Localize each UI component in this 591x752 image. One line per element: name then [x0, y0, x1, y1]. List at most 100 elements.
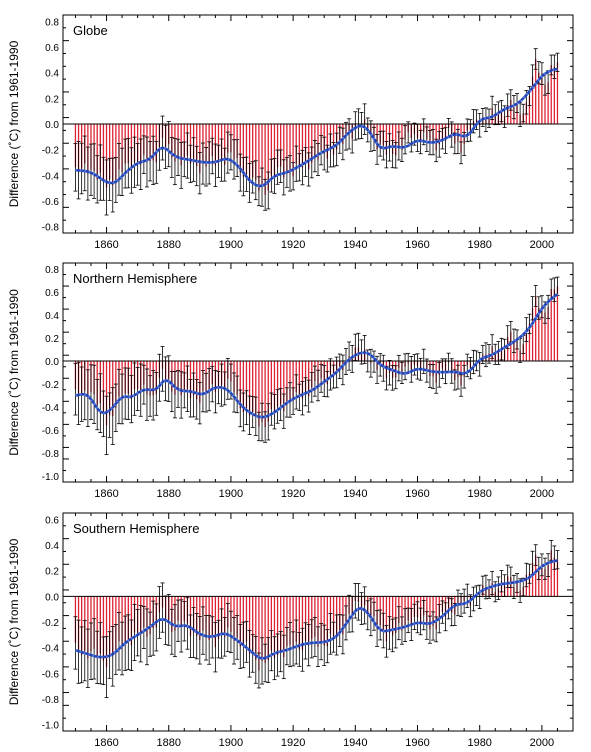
x-tick-label: 1960: [405, 737, 429, 749]
y-tick-label: -0.2: [42, 146, 60, 157]
error-bar: [154, 603, 159, 652]
error-bar: [319, 135, 324, 166]
x-tick-label: 1900: [219, 239, 243, 251]
error-bar: [431, 364, 436, 389]
error-bar: [101, 636, 106, 685]
error-bar: [132, 136, 137, 188]
error-bar: [76, 362, 81, 425]
error-bar: [79, 142, 84, 195]
error-bar: [85, 628, 90, 688]
x-tick-label: 1960: [405, 239, 429, 251]
error-bar: [172, 138, 177, 186]
error-bar: [144, 368, 149, 421]
error-bar: [306, 379, 311, 413]
y-tick-label: -1.0: [42, 472, 60, 483]
plot-frame: [62, 14, 574, 234]
error-bar: [263, 643, 268, 683]
error-bar: [269, 392, 274, 426]
error-bar: [399, 616, 404, 645]
error-bar: [260, 402, 265, 442]
error-bar: [555, 550, 560, 570]
error-bar: [340, 127, 345, 161]
x-tick-label: 1860: [94, 737, 118, 749]
error-bar: [303, 622, 308, 660]
x-tick-label: 1960: [405, 488, 429, 500]
error-bar: [107, 392, 112, 438]
error-bar: [533, 544, 538, 566]
y-axis: -1.0 -0.8 -0.6 -0.4 -0.2 0.0 0.2 0.4 0.6 0.8: [42, 262, 573, 483]
error-bar: [415, 601, 420, 634]
error-bar: [362, 335, 367, 364]
error-bar: [185, 597, 190, 650]
error-bar: [266, 403, 271, 441]
error-bar: [508, 320, 513, 343]
error-bar: [356, 332, 361, 362]
error-bar: [371, 350, 376, 373]
error-bar: [347, 341, 352, 371]
x-tick-label: 1860: [94, 239, 118, 251]
error-bar: [334, 132, 339, 167]
error-bar: [232, 139, 237, 180]
x-tick-label: 1860: [94, 488, 118, 500]
error-bar: [104, 395, 109, 455]
error-bar: [129, 619, 134, 672]
error-bar: [462, 588, 467, 614]
error-bar: [110, 157, 115, 213]
x-tick-label: 1940: [343, 488, 367, 500]
error-bar: [148, 141, 153, 182]
error-bar: [141, 135, 146, 174]
error-bar: [241, 392, 246, 432]
error-bar: [552, 54, 557, 79]
error-bar: [98, 373, 103, 433]
y-tick-label: 0.6: [45, 288, 59, 299]
error-bar: [253, 636, 258, 684]
error-bar: [490, 570, 495, 596]
error-bar: [213, 622, 218, 673]
error-bar: [294, 145, 299, 182]
error-bar: [194, 379, 199, 420]
error-bar: [247, 630, 252, 678]
error-bar: [399, 137, 404, 162]
error-bar: [427, 615, 432, 644]
error-bar: [396, 606, 401, 641]
error-bar: [549, 540, 554, 561]
error-bar: [113, 624, 118, 675]
error-bar: [316, 143, 320, 176]
anomaly-bars: [74, 550, 559, 671]
error-bar: [325, 629, 330, 664]
smoothed-curve: [75, 293, 559, 419]
error-bar: [511, 95, 516, 120]
error-bar: [154, 140, 159, 184]
error-bar: [303, 377, 308, 407]
x-tick-label: 1900: [219, 737, 243, 749]
y-tick-label: 0.4: [45, 541, 59, 552]
error-bar: [98, 144, 103, 201]
error-bar: [238, 389, 243, 428]
error-bar: [92, 618, 97, 680]
error-bar: [151, 135, 156, 185]
y-tick-label: -0.6: [42, 197, 60, 208]
error-bar: [232, 617, 237, 665]
error-bar: [129, 147, 134, 194]
error-bar: [518, 578, 523, 603]
y-tick-label: 0.6: [45, 515, 59, 526]
error-bar: [487, 579, 492, 599]
error-bar: [256, 176, 261, 207]
error-bar: [415, 123, 420, 152]
error-bar: [188, 614, 193, 658]
error-bar: [194, 145, 199, 187]
error-bar: [247, 395, 252, 435]
x-axis: 1860 1880 1900 1920 1940 1960 1980 2000: [74, 15, 558, 251]
x-axis: 1860 1880 1900 1920 1940 1960 1980 2000: [74, 513, 558, 749]
error-bar: [191, 372, 196, 418]
smoothed-curve: [75, 67, 558, 188]
error-bar: [88, 364, 93, 420]
error-bar: [546, 294, 551, 319]
error-bar: [533, 48, 538, 70]
error-bar: [465, 118, 470, 143]
error-bar: [210, 365, 215, 403]
error-bar: [406, 121, 411, 144]
error-bar: [530, 296, 535, 321]
error-bar: [521, 103, 526, 123]
error-bar: [169, 137, 174, 178]
